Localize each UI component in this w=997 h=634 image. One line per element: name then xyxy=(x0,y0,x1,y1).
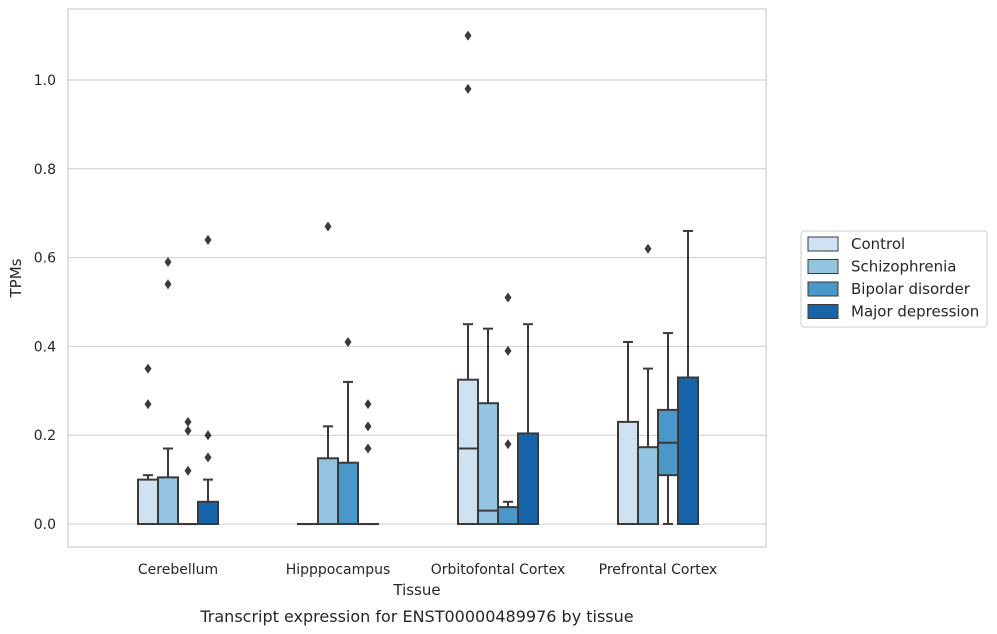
outlier-point xyxy=(464,30,472,41)
legend-entry: Schizophrenia xyxy=(807,258,956,276)
box-bipolar-disorder xyxy=(657,332,679,525)
box-major-depression xyxy=(677,229,699,526)
box-bipolar-disorder xyxy=(337,336,359,525)
box-major-depression xyxy=(517,323,539,526)
outlier-point xyxy=(364,399,372,410)
legend-frame xyxy=(800,230,988,328)
box-body xyxy=(337,461,359,525)
outlier-point xyxy=(644,243,652,254)
box-major-depression xyxy=(357,399,379,526)
box-body xyxy=(477,402,499,525)
box-body xyxy=(517,432,539,526)
x-axis-label: Tissue xyxy=(392,581,440,599)
box-body xyxy=(637,446,659,525)
box-body xyxy=(497,506,519,525)
x-tick-label: Prefrontal Cortex xyxy=(599,562,718,578)
legend: Control Schizophrenia Bipolar disorder Majo… xyxy=(800,230,988,328)
y-axis-label: TPMs xyxy=(7,258,25,298)
outlier-point xyxy=(204,234,212,245)
legend-entries: Control Schizophrenia Bipolar disorder Majo… xyxy=(807,235,979,321)
y-tick-labels: 0.0 0.2 0.4 0.6 0.8 1.0 xyxy=(34,73,56,533)
y-tick-label: 0.6 xyxy=(34,251,56,267)
legend-label: Control xyxy=(851,235,905,253)
outlier-point xyxy=(144,399,152,410)
outlier-point xyxy=(204,452,212,463)
chart-caption: Transcript expression for ENST0000048997… xyxy=(199,607,633,626)
y-tick-label: 0.4 xyxy=(34,339,56,355)
outlier-point xyxy=(504,345,512,356)
y-tick-label: 0.0 xyxy=(34,517,56,533)
box-body xyxy=(137,478,159,526)
outlier-point xyxy=(184,465,192,476)
legend-entry: Control xyxy=(807,235,905,253)
outlier-point xyxy=(164,257,172,268)
legend-entry: Bipolar disorder xyxy=(807,280,971,298)
box-bipolar-disorder xyxy=(497,292,519,525)
box-body xyxy=(157,476,179,526)
legend-swatch xyxy=(807,259,839,274)
legend-label: Schizophrenia xyxy=(851,258,956,276)
legend-swatch xyxy=(807,281,839,297)
outlier-point xyxy=(324,221,332,232)
outlier-point xyxy=(504,292,512,303)
box-body xyxy=(617,420,639,526)
legend-swatch xyxy=(807,304,839,319)
box-body xyxy=(197,500,219,525)
box-major-depression xyxy=(197,234,219,525)
outlier-point xyxy=(344,336,352,347)
outlier-point xyxy=(464,83,472,94)
legend-entry: Major depression xyxy=(807,303,979,321)
outlier-point xyxy=(164,279,172,290)
outlier-point xyxy=(144,363,152,374)
box-control xyxy=(617,340,639,526)
x-tick-labels: Cerebellum Hipppocampus Orbitofontal Corte… xyxy=(138,562,717,578)
y-tick-label: 1.0 xyxy=(34,73,56,89)
legend-label: Major depression xyxy=(851,303,979,321)
outlier-point xyxy=(184,425,192,436)
box-schizophrenia xyxy=(157,257,179,526)
box-schizophrenia xyxy=(477,327,499,525)
box-body xyxy=(317,457,339,525)
boxes xyxy=(137,30,699,526)
box-body xyxy=(457,378,479,526)
outlier-point xyxy=(204,430,212,441)
box-body xyxy=(677,376,699,526)
outlier-point xyxy=(364,421,372,432)
y-tick-label: 0.8 xyxy=(34,162,56,178)
outlier-point xyxy=(504,439,512,450)
y-tick-label: 0.2 xyxy=(34,428,56,444)
box-bipolar-disorder xyxy=(177,416,199,526)
legend-label: Bipolar disorder xyxy=(851,280,971,298)
outlier-point xyxy=(364,443,372,454)
x-tick-label: Orbitofontal Cortex xyxy=(431,562,566,578)
x-tick-label: Hipppocampus xyxy=(286,562,391,578)
outlier-point xyxy=(184,416,192,427)
box-schizophrenia xyxy=(637,243,659,525)
box-control xyxy=(137,363,159,526)
legend-swatch xyxy=(807,236,839,252)
x-tick-label: Cerebellum xyxy=(138,562,218,578)
